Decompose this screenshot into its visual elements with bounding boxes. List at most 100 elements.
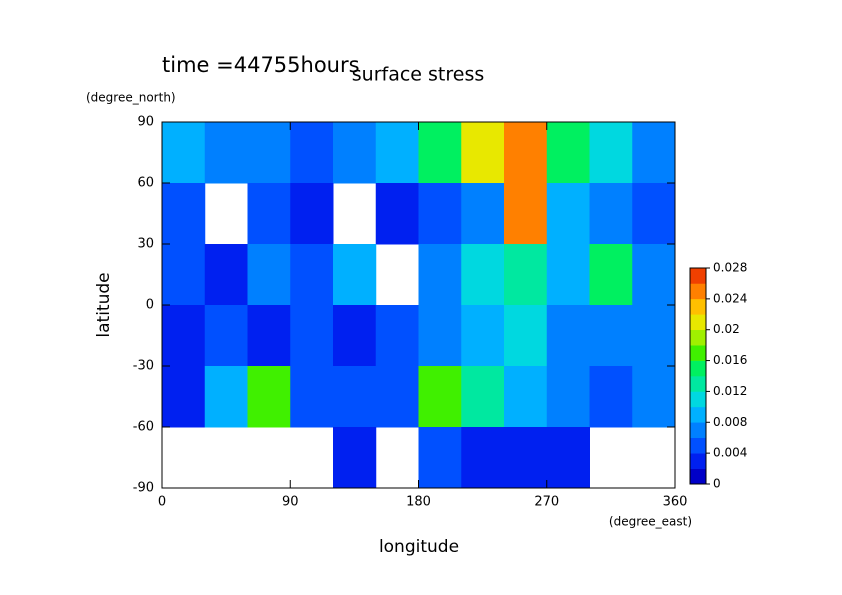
colorbar-swatch [690,422,706,439]
colorbar-swatch [690,360,706,377]
field-cell [589,366,633,428]
colorbar-swatch [690,329,706,346]
field-cell [504,244,548,306]
field-cell [290,183,334,245]
colorbar-swatch [690,437,706,454]
field-cell [162,366,206,428]
x-tick-label: 270 [534,495,559,510]
field-cell [461,305,505,367]
field-cell [247,244,291,306]
field-cell [204,122,248,184]
field-cell [632,122,676,184]
field-cell [504,305,548,367]
field-cell [589,183,633,245]
field-cell [589,122,633,184]
colorbar-swatch [690,406,706,423]
field-cell [290,244,334,306]
colorbar-swatch [690,391,706,408]
y-tick-label: -90 [133,481,154,496]
field-cell [546,244,590,306]
y-tick-label: 90 [137,115,154,130]
field-cell [247,183,291,245]
y-tick-label: -60 [133,420,154,435]
colorbar-tick-label: 0 [713,477,721,491]
field-cell [290,305,334,367]
colorbar-frame [689,267,707,485]
field-cell [461,183,505,245]
colorbar-swatch [690,314,706,331]
field-cell [504,366,548,428]
colorbar-swatch [690,268,706,284]
x-axis-title: longitude [379,537,459,557]
colorbar-tick-label: 0.02 [713,322,740,336]
field-cell [418,305,462,367]
chart-title: surface stress [352,64,485,86]
y-axis-title: latitude [94,272,114,337]
colorbar-swatch [690,453,706,469]
field-cell [162,244,206,306]
y-tick-label: 0 [146,298,154,313]
field-cell [546,427,590,489]
field-cell [418,122,462,184]
field-cell [589,305,633,367]
field-cell [418,427,462,489]
field-cell [333,427,377,489]
field-cell [461,244,505,306]
field-cell [290,122,334,184]
field-cell [418,366,462,428]
field-cell [247,305,291,367]
colorbar-tick-label: 0.028 [713,261,747,275]
field-cell [589,244,633,306]
chart-subtitle: time =44755hours [162,53,360,77]
field-cell [162,122,206,184]
field-cell [375,122,419,184]
colorbar-swatch [690,468,706,485]
field-cell [204,244,248,306]
x-tick-label: 0 [158,495,166,510]
colorbar-tick-label: 0.012 [713,384,747,398]
field-cell [632,183,676,245]
field-cell [204,366,248,428]
field-cell [546,183,590,245]
x-units: (degree_east) [609,515,692,529]
y-units: (degree_north) [86,91,176,105]
field-cell [632,244,676,306]
colorbar-tick-label: 0.024 [713,291,747,305]
field-cell [546,305,590,367]
colorbar-swatch [690,345,706,361]
field-cell [546,366,590,428]
field-cell [504,122,548,184]
field-cell [418,183,462,245]
field-cell [247,366,291,428]
field-cell [632,305,676,367]
field-cell [333,366,377,428]
colorbar-swatch [690,283,706,300]
field-cell [546,122,590,184]
field-cell [162,183,206,245]
field-cell [375,366,419,428]
x-tick-label: 360 [663,495,688,510]
x-tick-label: 180 [406,495,431,510]
field-cell [204,305,248,367]
field-cell [418,244,462,306]
field-cell [632,366,676,428]
colorbar-tick-label: 0.008 [713,415,747,429]
field-cell [375,305,419,367]
field-cell [461,427,505,489]
field-cell [333,122,377,184]
colorbar-swatch [690,298,706,315]
field-cell [504,427,548,489]
field-cell [290,366,334,428]
field-cell [247,122,291,184]
y-tick-label: -30 [133,359,154,374]
y-tick-label: 30 [137,237,154,252]
colorbar-tick-label: 0.016 [713,353,747,367]
colorbar-swatch [690,376,706,392]
field-cell [461,366,505,428]
x-tick-label: 90 [282,495,299,510]
field-cell [375,183,419,245]
colorbar-tick-label: 0.004 [713,446,747,460]
y-tick-label: 60 [137,176,154,191]
field-cell [504,183,548,245]
